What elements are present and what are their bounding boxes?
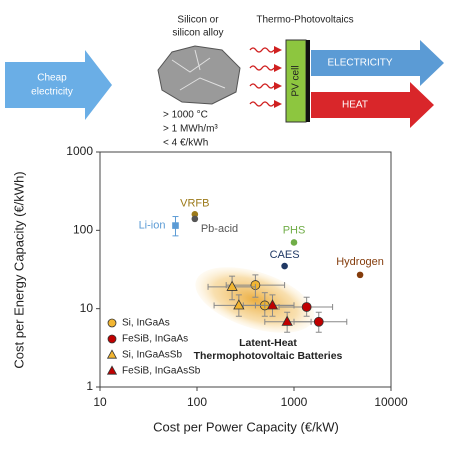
data-point xyxy=(281,262,288,270)
data-point xyxy=(226,280,238,291)
material-label: Silicon or xyxy=(177,15,219,26)
material-label: silicon alloy xyxy=(172,28,223,39)
legend-label: Si, InGaAs xyxy=(122,318,170,329)
legend-marker xyxy=(106,349,118,359)
data-point xyxy=(301,302,312,312)
electricity-arrow xyxy=(311,40,444,86)
heat-arrow xyxy=(311,82,434,128)
data-point xyxy=(356,271,364,279)
region-label: Thermophotovoltaic Batteries xyxy=(194,350,343,362)
input-arrow xyxy=(5,50,112,120)
data-point xyxy=(281,315,293,326)
spec: > 1000 °C xyxy=(163,110,208,121)
output-label: ELECTRICITY xyxy=(327,58,392,69)
x-axis-label: Cost per Power Capacity (€/kW) xyxy=(153,419,339,434)
point-label: CAES xyxy=(270,249,300,261)
y-tick-label: 1000 xyxy=(66,144,93,158)
x-tick-label: 10 xyxy=(93,395,107,409)
input-label: electricity xyxy=(31,87,73,98)
pv-label: PV cell xyxy=(291,65,302,96)
spec: > 1 MWh/m³ xyxy=(163,124,218,135)
silicon-rock xyxy=(157,45,241,105)
legend-marker xyxy=(107,334,117,344)
point-label: Li-ion xyxy=(139,219,166,231)
chart: Latent-Heat Thermophotovoltaic Batteries… xyxy=(11,144,408,434)
y-tick-label: 1 xyxy=(86,379,93,393)
point-label: VRFB xyxy=(180,197,209,209)
data-point xyxy=(313,316,324,327)
converter-title: Thermo-Photovoltaics xyxy=(256,15,353,26)
point-label: PHS xyxy=(283,224,306,236)
legend-label: Si, InGaAsSb xyxy=(122,350,182,361)
data-point xyxy=(233,299,245,310)
data-point xyxy=(172,222,179,229)
point-label: Hydrogen xyxy=(336,256,384,268)
radiation-arrows xyxy=(249,47,275,107)
y-tick-label: 10 xyxy=(80,301,94,315)
data-point xyxy=(191,215,199,223)
output-label: HEAT xyxy=(342,100,368,111)
data-point xyxy=(191,211,199,218)
region-label: Latent-Heat xyxy=(239,337,297,349)
legend-label: FeSiB, InGaAsSb xyxy=(122,366,201,377)
y-axis-label: Cost per Energy Capacity (€/kWh) xyxy=(11,171,26,368)
x-tick-label: 100 xyxy=(187,395,207,409)
data-point xyxy=(266,299,279,310)
pv-backing xyxy=(306,40,310,122)
input-label: Cheap xyxy=(37,73,67,84)
tpv-region xyxy=(195,267,315,333)
x-tick-label: 1000 xyxy=(281,395,308,409)
x-tick-label: 10000 xyxy=(374,395,408,409)
point-label: Pb-acid xyxy=(201,223,238,235)
legend-label: FeSiB, InGaAs xyxy=(122,334,188,345)
rock-facets xyxy=(171,49,226,91)
plot-frame xyxy=(99,151,392,388)
data-point xyxy=(290,239,298,246)
legend-marker xyxy=(107,318,117,328)
spec: < 4 €/kWh xyxy=(163,138,208,149)
legend-marker xyxy=(106,365,118,375)
y-tick-label: 100 xyxy=(73,223,93,237)
radiation-heads xyxy=(274,46,282,108)
